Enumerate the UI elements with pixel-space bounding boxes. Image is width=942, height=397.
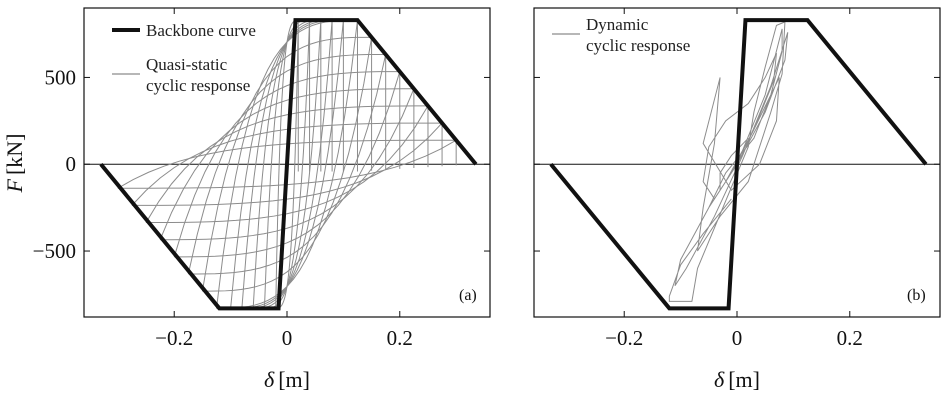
panel-b-x-axis-unit: [m] xyxy=(728,367,760,392)
cyclic-loop xyxy=(173,71,401,258)
cyclic-loop xyxy=(159,88,415,241)
panel-a: −0.2 0 0.2 −500 0 500 Backbone curve Quasi-s… xyxy=(2,7,491,392)
y-tick-label: 500 xyxy=(45,65,77,89)
cyclic-loop xyxy=(275,19,299,309)
panel-b-dynamic-series xyxy=(668,21,789,302)
cyclic-loop xyxy=(241,19,333,309)
legend-label-line: cyclic response xyxy=(586,36,690,55)
panel-b-x-ticks: −0.2 0 0.2 xyxy=(605,8,863,350)
panel-a-backbone-series xyxy=(99,18,478,311)
panel-b-y-ticks xyxy=(534,76,940,252)
legend-label-line: Dynamic xyxy=(586,15,649,34)
panel-a-x-axis-title: δ [m] xyxy=(264,367,310,392)
panel-b: −0.2 0 0.2 Dynamic cyclic response (b) δ [m] xyxy=(533,7,941,392)
panel-a-x-axis-unit: [m] xyxy=(278,367,310,392)
y-tick-label: −500 xyxy=(33,239,76,263)
y-axis-title: F [kN] xyxy=(2,134,27,194)
legend-quasi-static-label: Quasi-static cyclic response xyxy=(146,55,250,95)
panel-a-y-ticks: −500 0 500 xyxy=(33,65,490,263)
panel-a-x-axis-symbol: δ xyxy=(264,367,275,392)
legend-label-line: cyclic response xyxy=(146,76,250,95)
cyclic-loop xyxy=(131,121,443,206)
panel-b-x-axis-symbol: δ xyxy=(714,367,725,392)
x-tick-label: −0.2 xyxy=(155,326,193,350)
y-axis-symbol: F xyxy=(2,179,27,194)
legend-dynamic-label: Dynamic cyclic response xyxy=(586,15,690,55)
x-tick-label: 0.2 xyxy=(387,326,413,350)
panel-a-x-ticks: −0.2 0 0.2 xyxy=(155,8,413,350)
legend-backbone-label: Backbone curve xyxy=(146,21,256,40)
panel-a-label: (a) xyxy=(459,287,477,304)
panel-b-label: (b) xyxy=(907,287,926,304)
panel-b-backbone-series xyxy=(549,18,928,311)
cyclic-loop xyxy=(201,36,373,292)
cyclic-loop xyxy=(117,139,457,189)
y-tick-label: 0 xyxy=(66,152,77,176)
cyclic-loop xyxy=(252,19,322,309)
cyclic-loop xyxy=(216,19,358,309)
cyclic-loop xyxy=(145,104,429,224)
panel-b-x-axis-title: δ [m] xyxy=(714,367,760,392)
x-tick-label: 0.2 xyxy=(837,326,863,350)
x-tick-label: 0 xyxy=(732,326,743,350)
x-tick-label: −0.2 xyxy=(605,326,643,350)
y-axis-unit: [kN] xyxy=(2,134,27,176)
panel-a-quasi-static-series xyxy=(117,19,457,309)
legend-label-line: Quasi-static xyxy=(146,55,228,74)
x-tick-label: 0 xyxy=(282,326,293,350)
